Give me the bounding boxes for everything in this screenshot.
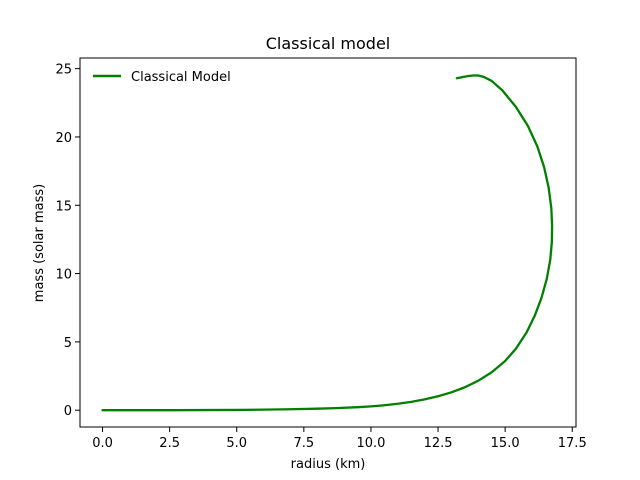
x-axis-label: radius (km) [291,457,366,472]
y-axis-label: mass (solar mass) [32,184,47,302]
y-tick-label: 10 [55,268,72,283]
x-tick-label: 0.0 [92,436,113,451]
y-tick-label: 25 [55,63,72,78]
y-tick-label: 5 [64,336,72,351]
x-tick-label: 10.0 [356,436,385,451]
x-tick-label: 2.5 [159,436,180,451]
legend: Classical Model [93,70,231,85]
y-axis-ticks: 0 5 10 15 20 25 [55,63,80,419]
y-tick-label: 20 [55,131,72,146]
x-tick-label: 15.0 [491,436,520,451]
legend-label-classical-model: Classical Model [131,70,231,85]
x-tick-label: 5.0 [226,436,247,451]
chart-title: Classical model [266,34,391,53]
x-tick-label: 17.5 [558,436,587,451]
x-tick-label: 7.5 [294,436,315,451]
x-tick-label: 12.5 [424,436,453,451]
x-axis-ticks: 0.0 2.5 5.0 7.5 10.0 12.5 15.0 17.5 [92,427,587,451]
plot-area-frame [79,57,577,428]
series-line-classical-model [101,74,554,412]
y-tick-label: 15 [55,199,72,214]
series-layer [101,74,554,412]
y-tick-label: 0 [64,404,72,419]
